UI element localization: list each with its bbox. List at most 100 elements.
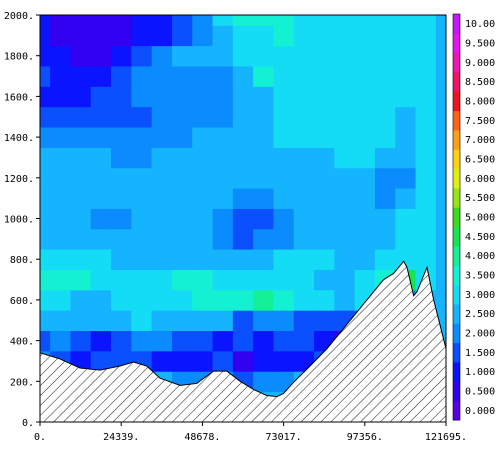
colorbar-swatch [453,149,460,170]
field-cell [131,310,153,332]
field-cell [40,228,51,250]
field-cell [90,126,112,148]
field-cell [273,126,295,148]
field-cell [435,289,446,311]
field-cell [314,249,335,270]
field-cell [232,86,254,108]
field-cell [151,126,173,148]
field-cell [70,310,92,332]
colorbar-label: 9.500 [465,39,495,50]
field-cell [314,86,335,108]
y-tick-label: 600. [10,296,34,307]
field-cell [212,269,234,291]
colorbar-label: 2.000 [465,329,495,340]
field-cell [435,228,446,250]
field-cell [151,310,173,332]
colorbar-label: 5.500 [465,193,495,204]
colorbar-label: 4.500 [465,232,495,243]
field-cell [232,25,254,47]
field-cell [50,187,72,209]
field-cell [212,208,234,230]
field-cell [90,25,112,47]
field-cell [151,187,173,209]
y-tick-label: 1800. [4,52,34,63]
field-cell [131,187,153,209]
field-cell [90,65,112,87]
field-cell [435,208,446,230]
field-cell [192,330,214,352]
field-cell [212,249,234,270]
field-cell [192,187,214,209]
x-tick-label: 121695. [425,432,467,443]
colorbar-swatch [453,362,460,382]
field-cell [253,86,275,108]
field-cell [374,167,396,189]
field-cell [192,249,214,270]
field-cell [212,310,234,332]
field-cell [293,25,315,47]
field-cell [232,65,254,87]
field-cell [192,86,214,108]
field-cell [354,65,376,87]
field-cell [111,310,132,332]
field-cell [111,249,132,270]
field-cell [171,187,193,209]
field-cell [253,45,275,67]
field-cell [212,289,234,311]
field-cell [212,228,234,250]
field-cell [232,249,254,270]
field-cell [273,330,295,352]
field-cell [415,228,437,250]
field-cell [192,45,214,67]
field-cell [151,330,173,352]
field-cell [50,147,72,169]
field-cell [50,228,72,250]
field-cell [212,86,234,108]
field-cell [171,310,193,332]
field-cell [293,208,315,230]
field-cell [314,65,335,87]
field-cell [70,147,92,169]
field-cell [374,187,396,209]
field-cell [293,15,315,26]
field-cell [253,371,275,393]
field-cell [415,106,437,128]
field-cell [90,15,112,26]
field-cell [293,330,315,352]
field-cell [314,187,335,209]
field-cell [50,25,72,47]
field-cell [314,167,335,189]
field-cell [395,106,417,128]
field-cell [90,228,112,250]
field-cell [334,25,356,47]
field-cell [293,187,315,209]
colorbar-label: 6.000 [465,174,495,185]
field-cell [374,228,396,250]
field-cell [232,208,254,230]
field-cell [293,65,315,87]
field-cell [90,86,112,108]
field-cell [374,208,396,230]
field-cell [273,269,295,291]
field-cell [40,106,51,128]
y-tick-label: 1400. [4,133,34,144]
field-cell [273,350,295,372]
field-cell [232,15,254,26]
field-cell [131,25,153,47]
field-cell [40,330,51,352]
field-cell [151,25,173,47]
field-cell [395,147,417,169]
field-cell [334,208,356,230]
field-cell [293,228,315,250]
field-cell [314,289,335,311]
colorbar-label: 0.000 [465,406,495,417]
field-cell [70,15,92,26]
field-cell [395,187,417,209]
field-cell [40,126,51,148]
field-cell [354,15,376,26]
field-cell [334,228,356,250]
colorbar-swatch [453,207,460,228]
field-cell [90,45,112,67]
colorbar-swatch [453,265,460,286]
colorbar-swatch [453,130,460,150]
